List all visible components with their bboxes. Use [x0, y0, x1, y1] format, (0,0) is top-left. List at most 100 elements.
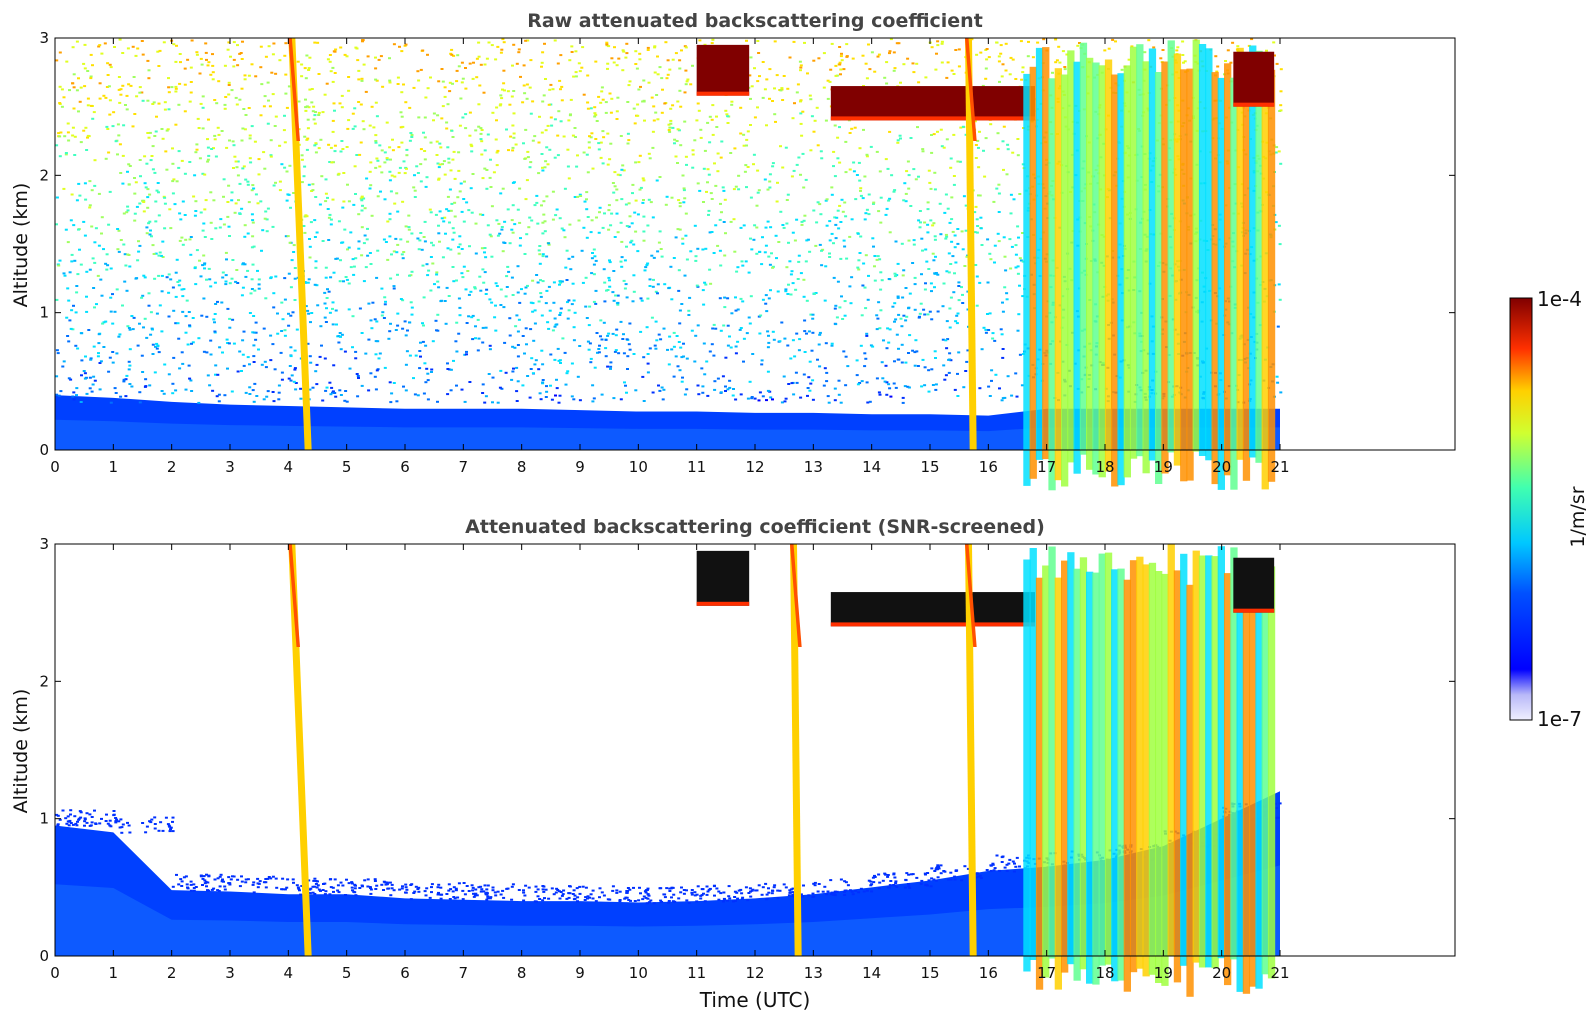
noise-pixel [781, 99, 785, 101]
noise-pixel [351, 127, 355, 130]
noise-pixel [893, 320, 896, 323]
screened-pixel [64, 817, 68, 820]
noise-pixel [189, 81, 193, 83]
noise-pixel [770, 252, 773, 255]
noise-pixel [714, 184, 718, 187]
noise-pixel [593, 366, 597, 369]
noise-pixel [983, 175, 987, 178]
noise-pixel [284, 73, 288, 76]
noise-pixel [479, 127, 483, 130]
noise-pixel [238, 182, 242, 185]
noise-pixel [541, 253, 545, 256]
noise-pixel [788, 260, 792, 263]
noise-pixel [812, 130, 816, 133]
noise-pixel [523, 253, 527, 255]
screened-pixel [568, 885, 571, 888]
noise-pixel [364, 352, 368, 355]
screened-pixel [489, 896, 493, 899]
noise-pixel [822, 86, 826, 89]
noise-pixel [373, 318, 377, 321]
noise-pixel [157, 65, 161, 67]
noise-pixel [205, 351, 209, 354]
x-tick-label: 0 [50, 458, 60, 476]
noise-pixel [1107, 47, 1111, 50]
noise-pixel [79, 263, 83, 266]
noise-pixel [711, 104, 715, 107]
noise-pixel [418, 367, 422, 370]
noise-pixel [387, 337, 391, 340]
noise-pixel [346, 183, 349, 186]
noise-pixel [180, 351, 184, 354]
noise-pixel [537, 141, 541, 144]
noise-pixel [802, 219, 806, 222]
noise-pixel [1272, 41, 1276, 44]
noise-pixel [125, 94, 129, 97]
noise-pixel [251, 235, 255, 238]
noise-pixel [487, 41, 491, 44]
noise-pixel [121, 304, 124, 307]
noise-pixel [608, 158, 612, 161]
noise-pixel [71, 395, 75, 398]
noise-pixel [519, 237, 522, 240]
noise-pixel [404, 334, 408, 337]
noise-pixel [61, 365, 65, 368]
noise-pixel [586, 74, 590, 77]
noise-pixel [811, 313, 815, 316]
y-axis-label-screened: Altitude (km) [10, 689, 32, 814]
noise-pixel [230, 390, 234, 393]
noise-pixel [422, 236, 426, 238]
noise-pixel [347, 282, 351, 285]
noise-pixel [660, 111, 664, 114]
x-tick-label: 6 [400, 458, 410, 476]
noise-pixel [540, 61, 544, 64]
noise-pixel [899, 137, 902, 140]
noise-pixel [565, 372, 569, 375]
noise-pixel [425, 263, 429, 266]
noise-pixel [728, 379, 732, 382]
noise-pixel [709, 282, 713, 285]
screened-pixel [811, 892, 815, 895]
noise-pixel [230, 199, 234, 202]
noise-pixel [334, 257, 338, 260]
noise-pixel [676, 365, 680, 368]
noise-pixel [516, 355, 520, 358]
noise-pixel [736, 340, 740, 343]
noise-pixel [570, 51, 574, 53]
noise-pixel [683, 393, 687, 396]
noise-pixel [795, 381, 799, 384]
noise-pixel [309, 361, 313, 364]
noise-pixel [914, 178, 918, 181]
noise-pixel [911, 349, 915, 352]
noise-pixel [693, 139, 697, 142]
noise-pixel [557, 401, 561, 404]
noise-pixel [567, 119, 571, 122]
noise-pixel [78, 248, 81, 251]
noise-pixel [923, 288, 927, 291]
screened-pixel [905, 872, 909, 875]
noise-pixel [995, 41, 999, 44]
screened-pixel [369, 888, 373, 891]
noise-pixel [939, 128, 943, 131]
noise-pixel [1018, 284, 1021, 287]
noise-pixel [386, 258, 390, 261]
screened-pixel [78, 810, 82, 813]
noise-pixel [252, 400, 256, 403]
noise-pixel [678, 67, 682, 70]
noise-pixel [118, 38, 122, 41]
noise-pixel [494, 304, 497, 307]
precip-streak [1236, 47, 1244, 460]
noise-pixel [604, 111, 608, 114]
noise-pixel [111, 351, 115, 353]
noise-pixel [745, 144, 748, 147]
noise-pixel [505, 286, 509, 288]
screened-pixel [223, 888, 227, 891]
noise-pixel [988, 312, 992, 315]
noise-pixel [198, 72, 202, 75]
noise-pixel [938, 202, 942, 205]
noise-pixel [388, 330, 392, 333]
noise-pixel [669, 107, 673, 110]
noise-pixel [474, 222, 478, 225]
noise-pixel [878, 170, 882, 173]
noise-pixel [625, 42, 629, 45]
noise-pixel [389, 401, 393, 404]
